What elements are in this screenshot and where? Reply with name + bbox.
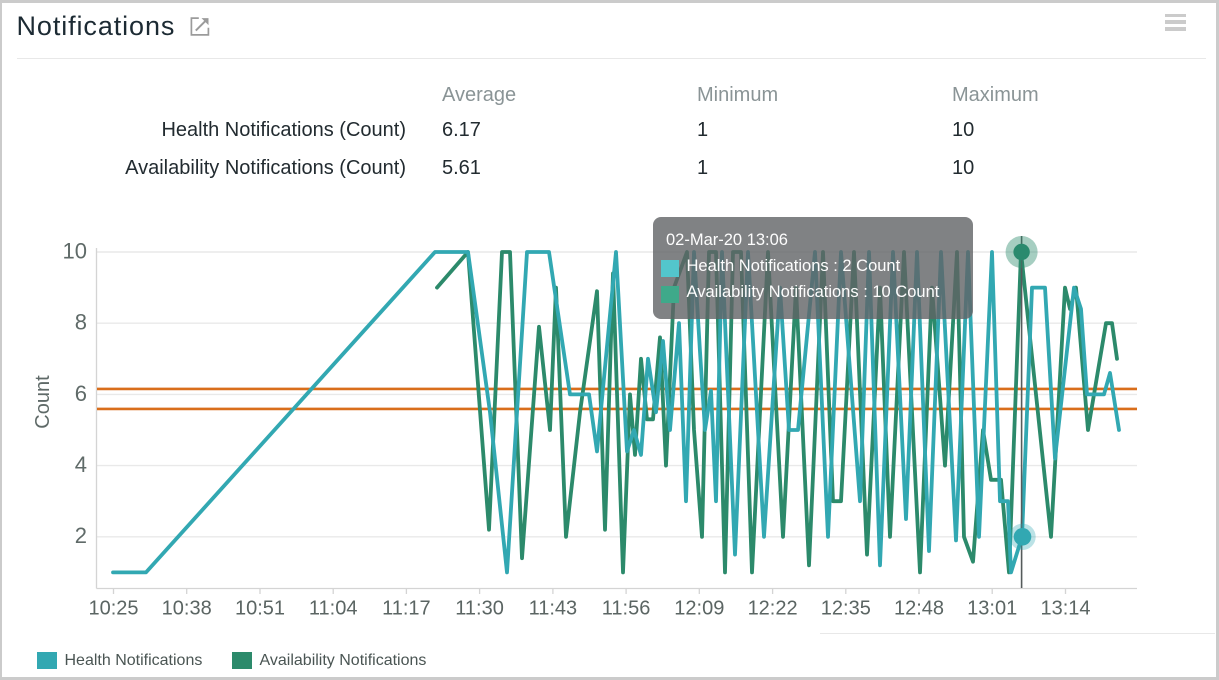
- svg-text:11:43: 11:43: [529, 598, 578, 620]
- svg-text:13:01: 13:01: [967, 598, 1017, 620]
- svg-text:12:22: 12:22: [748, 598, 798, 620]
- svg-text:12:48: 12:48: [894, 598, 944, 620]
- svg-text:10:38: 10:38: [162, 598, 212, 620]
- svg-text:6: 6: [75, 381, 87, 406]
- svg-text:10: 10: [63, 238, 87, 263]
- svg-text:11:30: 11:30: [455, 598, 504, 620]
- svg-text:13:14: 13:14: [1040, 598, 1090, 620]
- svg-text:11:56: 11:56: [602, 598, 651, 620]
- svg-text:12:09: 12:09: [674, 598, 724, 620]
- svg-text:11:17: 11:17: [382, 598, 431, 620]
- svg-text:Count: Count: [32, 375, 54, 429]
- svg-text:12:35: 12:35: [821, 598, 871, 620]
- svg-text:8: 8: [75, 310, 87, 335]
- svg-text:11:04: 11:04: [309, 598, 358, 620]
- svg-text:10:25: 10:25: [88, 598, 138, 620]
- svg-text:4: 4: [75, 452, 87, 477]
- svg-text:2: 2: [75, 523, 87, 548]
- svg-text:10:51: 10:51: [235, 598, 285, 620]
